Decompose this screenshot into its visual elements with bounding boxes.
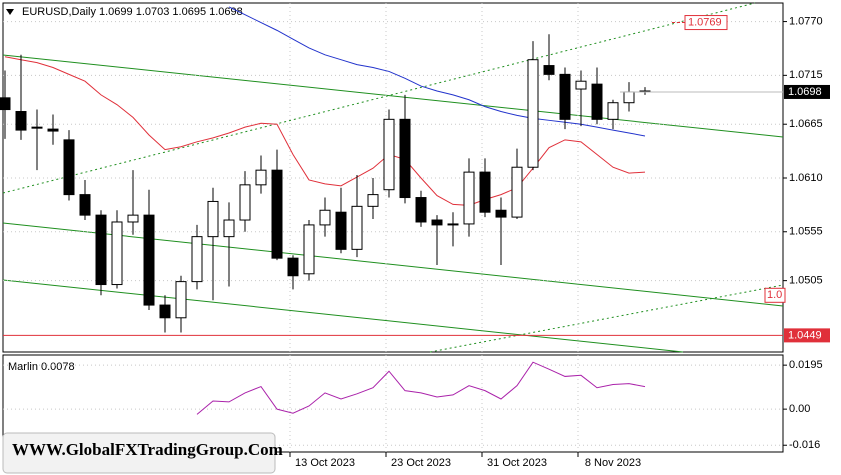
candle-body: [607, 102, 619, 120]
candle-body: [111, 221, 123, 286]
indicator-title: Marlin 0.0078: [8, 361, 75, 373]
candle-body: [463, 171, 475, 225]
candle-body: [367, 194, 379, 207]
candle-body: [79, 194, 91, 216]
y-tick-label: -0.016: [789, 439, 820, 451]
candle-body: [159, 304, 171, 319]
candle-body: [351, 205, 363, 250]
menu-arrow[interactable]: [6, 9, 14, 15]
candle-body: [191, 236, 203, 283]
candle-body: [511, 166, 523, 218]
price-label: 1.0449: [788, 329, 822, 341]
candle-body: [303, 224, 315, 275]
indicator-line: [228, 6, 646, 137]
y-tick-label: 1.0610: [789, 172, 823, 184]
candle-body: [415, 197, 427, 223]
candle-body: [527, 59, 539, 168]
candle-body: [127, 214, 139, 223]
candle-body: [47, 128, 59, 132]
annotation-box: [684, 15, 728, 31]
candle-body: [479, 171, 491, 213]
candle-body: [319, 209, 331, 226]
x-tick-label: 8 Nov 2023: [585, 457, 641, 469]
candle-body: [207, 200, 219, 238]
candle-body: [287, 257, 299, 277]
annotation-box: [764, 287, 786, 303]
x-tick-label: 13 Oct 2023: [295, 457, 355, 469]
candle-body: [495, 209, 507, 218]
chart-title: EURUSD,Daily 1.0699 1.0703 1.0695 1.0698: [22, 6, 243, 18]
watermark: WWW.GlobalFXTradingGroup.Com: [12, 440, 283, 459]
trendline: [2, 54, 784, 138]
candle-body: [31, 126, 43, 129]
candle-body: [95, 214, 107, 286]
indicator-line: [196, 361, 646, 415]
candle-body: [271, 169, 283, 259]
candle-body: [431, 219, 443, 226]
trendline: [2, 222, 784, 307]
candle-body: [383, 118, 395, 191]
candle-body: [15, 111, 27, 131]
annotation-label: 1.0769: [688, 16, 722, 28]
candle-body: [543, 65, 555, 75]
candle-body: [399, 118, 411, 199]
trendlines: [2, 2, 784, 353]
candle-body: [575, 80, 587, 90]
candle-body: [223, 219, 235, 238]
trendline: [2, 279, 684, 353]
y-tick-label: 1.0715: [789, 69, 823, 81]
trendline: [2, 2, 756, 194]
candle-body: [447, 223, 459, 226]
y-tick-label: 1.0770: [789, 15, 823, 27]
y-tick-label: 1.0665: [789, 118, 823, 130]
price-box: [784, 328, 830, 343]
candle-body: [143, 214, 155, 306]
candle-body: [591, 83, 603, 120]
candle-body: [255, 169, 267, 186]
price-label: 1.0698: [788, 86, 822, 98]
x-tick-label: 23 Oct 2023: [391, 457, 451, 469]
logo-box: [2, 432, 276, 474]
y-tick-label: 1.0555: [789, 226, 823, 238]
candle-body: [559, 73, 571, 120]
y-tick-label: 1.0505: [789, 275, 823, 287]
candle-body: [175, 281, 187, 319]
y-tick-label: 0.00: [789, 403, 810, 415]
candle-body: [335, 211, 347, 250]
y-tick-label: 0.0195: [789, 359, 823, 371]
price-box: [784, 84, 830, 99]
annotation-label: 1.0: [767, 289, 782, 301]
candle-body: [0, 97, 11, 111]
candle-body: [63, 139, 75, 196]
x-tick-label: 31 Oct 2023: [487, 457, 547, 469]
candle-body: [623, 91, 635, 104]
sub-frame: [2, 354, 784, 453]
candle-body: [239, 184, 251, 221]
